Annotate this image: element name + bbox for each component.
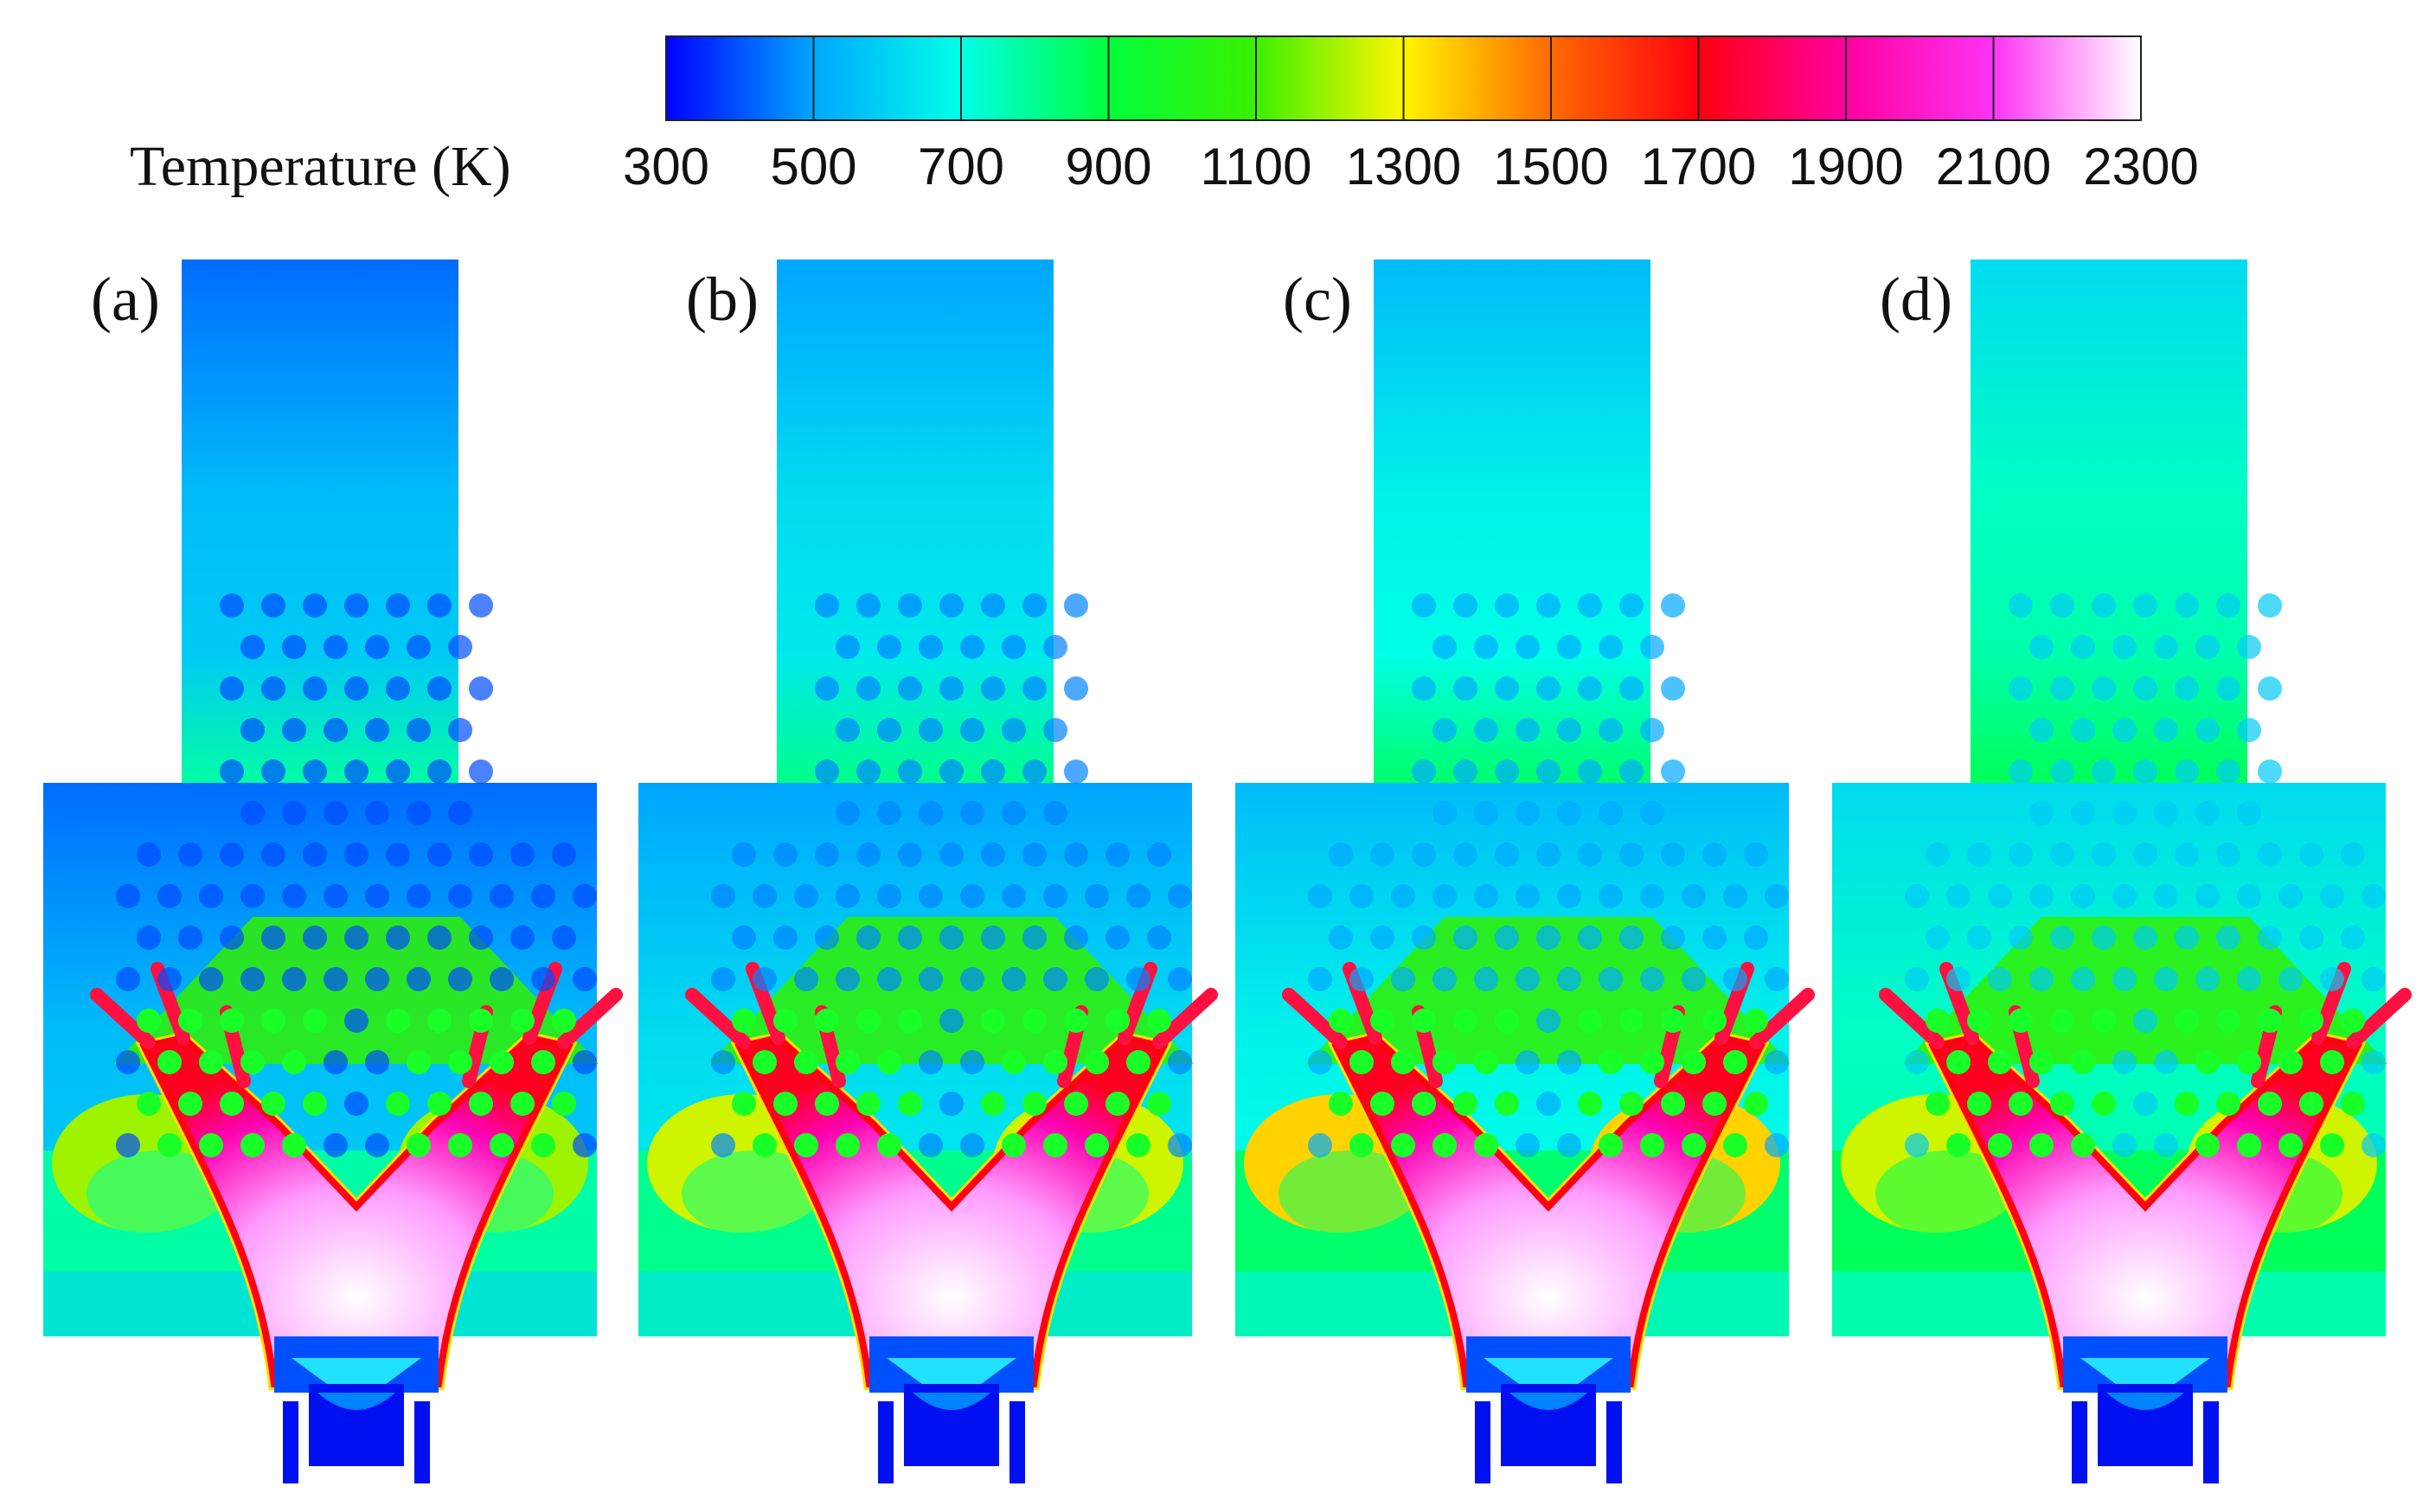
colorbar-tick-label: 1900 [1788,138,1904,195]
colorbar-tick-label: 900 [1065,138,1152,195]
colorbar-tick-label: 2300 [2083,138,2199,195]
contour-panel [1235,259,1815,1483]
panel-label: (d) [1880,265,1952,334]
colorbar-tick-label: 2100 [1935,138,2052,195]
colorbar-tick-label: 1300 [1345,138,1462,195]
colorbar-tick-label: 500 [770,138,857,195]
colorbar-tick-label: 1700 [1640,138,1757,195]
contour-panel [1832,259,2412,1483]
colorbar [665,35,2142,121]
colorbar-tick-label: 1500 [1493,138,1609,195]
panel-label: (a) [91,265,160,334]
colorbar-tick-label: 700 [917,138,1005,195]
colorbar-tick-label: 300 [622,138,710,195]
contour-panel [638,259,1218,1483]
colorbar-tick-label: 1100 [1200,138,1312,195]
contour-panel [43,259,623,1483]
panel-label: (c) [1283,265,1352,334]
colorbar-title: Temperature (K) [130,135,511,198]
panel-label: (b) [686,265,759,334]
